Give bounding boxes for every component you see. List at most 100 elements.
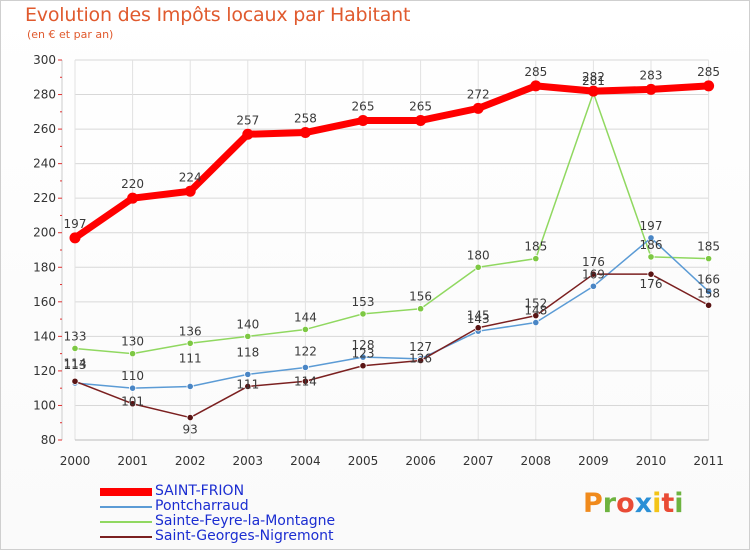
data-label: 130 (121, 335, 144, 349)
data-label: 133 (64, 329, 87, 343)
x-tick-label: 2010 (636, 454, 667, 468)
y-tick-label: 160 (33, 295, 56, 309)
legend-swatch (100, 488, 152, 496)
data-point (587, 85, 599, 97)
data-label: 114 (64, 356, 87, 370)
data-point (301, 325, 309, 334)
legend-label: Pontcharraud (155, 498, 249, 514)
data-label: 258 (294, 112, 317, 126)
logo-letter: r (602, 488, 617, 519)
data-label: 272 (467, 87, 490, 101)
x-tick-label: 2007 (463, 454, 494, 468)
data-point (532, 312, 540, 320)
x-tick-label: 2003 (233, 454, 264, 468)
data-label: 224 (179, 170, 202, 184)
series-line-pontcharraud (74, 237, 710, 389)
data-label: 156 (409, 290, 432, 304)
series-line-saint-georges-nigremont (74, 273, 710, 419)
data-label: 169 (582, 267, 605, 281)
data-label: 140 (236, 317, 259, 331)
data-point (186, 382, 194, 391)
y-tick-label: 120 (33, 364, 56, 378)
logo-letter: x (634, 488, 653, 519)
data-label: 126 (409, 352, 432, 366)
logo-letter: P (583, 488, 603, 519)
data-point (129, 400, 137, 408)
data-point (359, 310, 367, 318)
data-point (647, 270, 655, 278)
data-point (301, 377, 309, 385)
data-label: 93 (183, 423, 198, 437)
data-point (704, 287, 713, 296)
data-label: 136 (179, 324, 202, 338)
data-point (129, 350, 137, 358)
data-point (415, 114, 427, 126)
data-label: 285 (524, 65, 547, 79)
data-point (244, 370, 252, 378)
data-label: 166 (697, 272, 720, 286)
data-point (359, 362, 367, 370)
data-label: 265 (352, 99, 375, 113)
x-tick-label: 2006 (405, 454, 436, 468)
series-line-sainte-feyre-la-montagne (74, 92, 710, 355)
x-tick-label: 2001 (117, 454, 148, 468)
logo-letter: i (674, 488, 684, 519)
data-label: 176 (640, 277, 663, 291)
data-point (589, 270, 598, 278)
data-label: 285 (697, 65, 720, 79)
data-label: 144 (294, 310, 317, 324)
data-label: 176 (582, 255, 605, 269)
logo-letter: i (652, 488, 662, 519)
y-tick-label: 100 (33, 398, 56, 412)
y-tick-label: 220 (33, 191, 56, 205)
data-label: 265 (409, 99, 432, 113)
legend-swatch (100, 521, 152, 523)
data-label: 220 (121, 177, 144, 191)
data-label: 114 (294, 374, 317, 388)
data-point (186, 339, 194, 347)
data-point (359, 353, 367, 361)
legend-label: Saint-Georges-Nigremont (155, 528, 334, 544)
legend-label: SAINT-FRION (155, 483, 245, 499)
data-label: 197 (640, 219, 663, 233)
data-point (244, 332, 252, 340)
data-label: 257 (236, 113, 259, 127)
legend-swatch (100, 506, 152, 508)
y-tick-label: 80 (41, 433, 56, 447)
data-point (416, 356, 425, 365)
logo-letter: o (616, 488, 635, 519)
data-point (184, 185, 196, 197)
data-point (703, 80, 715, 92)
data-point (532, 255, 540, 263)
data-label: 185 (697, 240, 720, 254)
data-point (301, 363, 309, 372)
y-tick-label: 280 (33, 88, 56, 102)
chart-title: Evolution des Impôts locaux par Habitant (25, 4, 411, 26)
data-label: 128 (352, 338, 375, 352)
data-label: 158 (697, 286, 720, 300)
data-label: 281 (582, 74, 605, 88)
data-label: 123 (352, 347, 375, 361)
data-label: 148 (524, 304, 547, 318)
data-point (186, 413, 194, 422)
data-label: 118 (236, 345, 259, 359)
chart-subtitle: (en € et par an) (27, 28, 114, 41)
data-label: 127 (409, 340, 432, 354)
data-label: 152 (524, 297, 547, 311)
data-point (71, 344, 79, 353)
data-point (242, 128, 254, 140)
data-point (129, 384, 137, 392)
data-point (357, 114, 369, 126)
data-point (647, 253, 655, 261)
data-label: 143 (467, 312, 490, 326)
x-tick-label: 2009 (578, 454, 609, 468)
data-label: 282 (582, 70, 605, 84)
data-point (474, 324, 482, 332)
x-tick-label: 2004 (290, 454, 321, 468)
data-label: 113 (64, 358, 87, 372)
data-label: 186 (640, 238, 663, 252)
data-label: 110 (121, 369, 144, 383)
data-point (244, 382, 252, 391)
y-tick-label: 240 (33, 157, 56, 171)
data-point (647, 234, 655, 242)
